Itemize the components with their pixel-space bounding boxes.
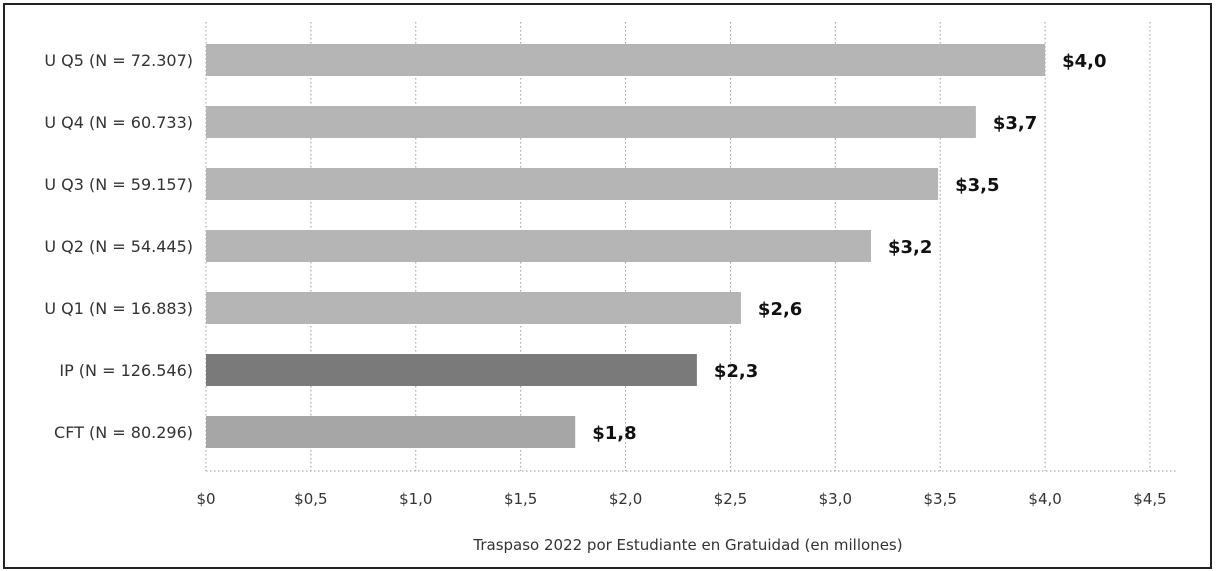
category-label: IP (N = 126.546) bbox=[59, 361, 193, 380]
bar bbox=[206, 230, 871, 262]
x-tick-label: $1,5 bbox=[504, 490, 537, 508]
x-tick-label: $0 bbox=[196, 490, 215, 508]
bar bbox=[206, 168, 939, 200]
x-tick-label: $0,5 bbox=[294, 490, 327, 508]
value-labels: $4,0 $3,7 $3,5 $3,2 $2,6 $2,3 $1,8 bbox=[592, 51, 1106, 444]
value-label: $3,7 bbox=[993, 113, 1037, 134]
category-label: U Q4 (N = 60.733) bbox=[44, 113, 193, 132]
value-label: $4,0 bbox=[1062, 51, 1106, 72]
x-tick-label: $4,0 bbox=[1028, 490, 1061, 508]
value-label: $3,5 bbox=[955, 175, 999, 196]
bar bbox=[206, 354, 697, 386]
category-label: U Q1 (N = 16.883) bbox=[44, 299, 193, 318]
category-label: U Q5 (N = 72.307) bbox=[44, 51, 193, 70]
x-tick-label: $2,5 bbox=[714, 490, 747, 508]
category-label: CFT (N = 80.296) bbox=[54, 423, 193, 442]
x-tick-label: $2,0 bbox=[609, 490, 642, 508]
bar bbox=[206, 44, 1046, 76]
bars bbox=[206, 44, 1046, 448]
x-tick-label: $4,5 bbox=[1133, 490, 1166, 508]
value-label: $1,8 bbox=[592, 423, 636, 444]
x-tick-labels: $0 $0,5 $1,0 $1,5 $2,0 $2,5 $3,0 $3,5 $4,0 $4,5 bbox=[196, 490, 1166, 508]
x-tick-label: $3,5 bbox=[924, 490, 957, 508]
bar bbox=[206, 106, 976, 138]
category-label: U Q2 (N = 54.445) bbox=[44, 237, 193, 256]
bar bbox=[206, 292, 741, 324]
chart-frame bbox=[3, 3, 1212, 569]
x-tick-label: $1,0 bbox=[399, 490, 432, 508]
value-label: $2,3 bbox=[714, 361, 758, 382]
category-labels: U Q5 (N = 72.307) U Q4 (N = 60.733) U Q3 (… bbox=[44, 51, 193, 442]
value-label: $3,2 bbox=[888, 237, 932, 258]
bar bbox=[206, 416, 576, 448]
value-label: $2,6 bbox=[758, 299, 802, 320]
x-tick-label: $3,0 bbox=[819, 490, 852, 508]
category-label: U Q3 (N = 59.157) bbox=[44, 175, 193, 194]
x-axis-label: Traspaso 2022 por Estudiante en Gratuida… bbox=[472, 536, 902, 554]
